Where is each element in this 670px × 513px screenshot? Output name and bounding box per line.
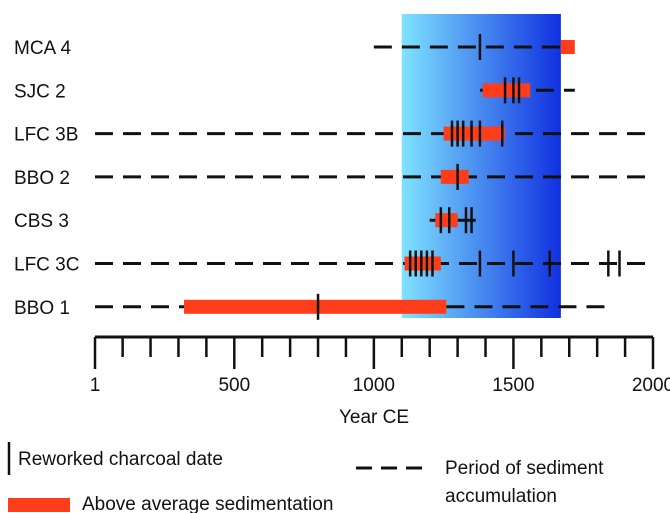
series-bbo-2: [95, 163, 653, 190]
series-cbs-3: [429, 207, 483, 234]
legend-accumulation-label-line2: accumulation: [445, 486, 557, 507]
sedimentation-bar-cbs-3-0: [435, 213, 458, 228]
legend-sedimentation-label: Above average sedimentation: [82, 494, 333, 513]
site-label-lfc-3b: LFC 3B: [14, 125, 78, 146]
legend-sedimentation-marker: [8, 498, 70, 512]
series-mca-4: [373, 34, 575, 60]
sedimentation-bar-lfc-3b-0: [443, 126, 506, 141]
series-sjc-2: [479, 77, 575, 104]
site-label-sjc-2: SJC 2: [14, 81, 66, 102]
sedimentation-bar-mca-4-0: [560, 40, 575, 54]
sedimentation-bar-bbo-1-0: [184, 299, 447, 314]
legend-charcoal-label: Reworked charcoal date: [18, 449, 223, 470]
site-label-cbs-3: CBS 3: [14, 211, 69, 232]
site-label-layer: MCA 4 SJC 2 LFC 3B BBO 2 CBS 3 LFC 3C BBO 1: [14, 38, 79, 319]
series-bbo-1: [95, 293, 612, 320]
sedimentation-bar-bbo-2-0: [440, 169, 469, 184]
series-lfc-3c: [95, 250, 653, 277]
x-tick-label-2: 1000: [353, 375, 395, 396]
x-tick-label-1: 500: [218, 375, 250, 396]
site-label-mca-4: MCA 4: [14, 38, 71, 59]
sedimentation-bar-sjc-2-0: [482, 83, 531, 98]
site-label-bbo-2: BBO 2: [14, 168, 70, 189]
legend: Reworked charcoal date Period of sedimen…: [7, 442, 604, 513]
x-tick-label-0: 1: [90, 375, 101, 396]
site-label-lfc-3c: LFC 3C: [14, 255, 79, 276]
highlight-band-layer: [401, 14, 561, 318]
x-axis: 1 500 1000 1500 2000: [90, 335, 670, 396]
site-label-bbo-1: BBO 1: [14, 298, 70, 319]
legend-accumulation-label-line1: Period of sediment: [445, 458, 604, 479]
series-lfc-3b: [95, 120, 653, 147]
series-layer: [95, 34, 653, 320]
x-axis-title: Year CE: [339, 407, 409, 428]
highlight-band: [401, 14, 561, 318]
x-tick-label-3: 1500: [492, 375, 534, 396]
x-tick-label-4: 2000: [632, 375, 670, 396]
